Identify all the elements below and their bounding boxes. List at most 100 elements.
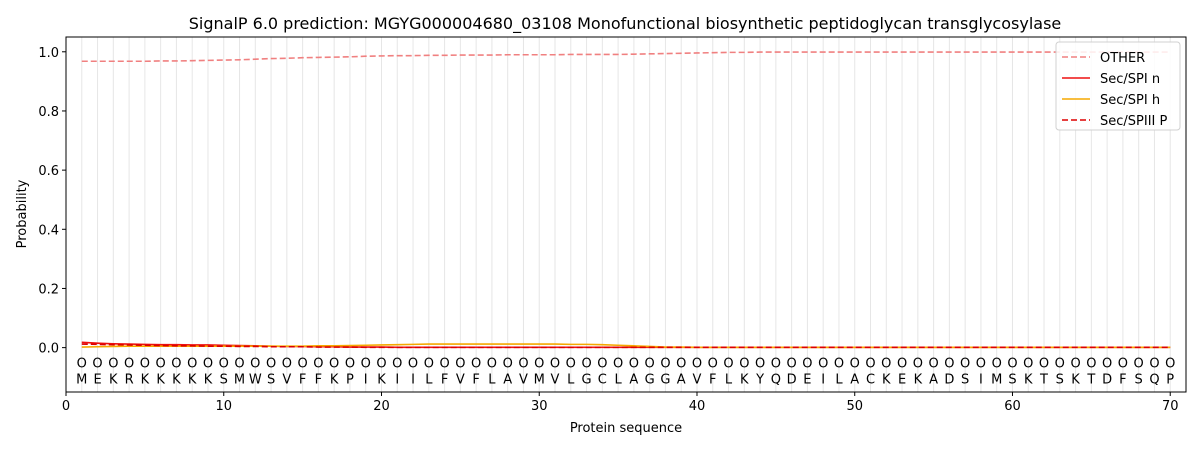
residue-marker: O [676, 356, 686, 371]
residue-marker: O [392, 356, 402, 371]
series-line [81, 343, 1171, 349]
residue-letter: E [803, 373, 811, 388]
residue-marker: O [802, 356, 812, 371]
residue-letter: A [629, 373, 638, 388]
residue-marker: O [439, 356, 449, 371]
residue-marker: O [313, 356, 323, 371]
y-tick-label: 0.4 [38, 223, 59, 238]
residue-marker: O [171, 356, 181, 371]
residue-letter: K [882, 373, 891, 388]
residue-marker: O [944, 356, 954, 371]
residue-letter: M [76, 373, 87, 388]
residue-letter: D [787, 373, 797, 388]
residue-letter: L [567, 373, 575, 388]
residue-letter: E [898, 373, 906, 388]
residue-marker: O [1007, 356, 1017, 371]
residue-letter: Q [1149, 373, 1159, 388]
residue-letter: R [125, 373, 134, 388]
residue-letter: L [835, 373, 843, 388]
x-tick-label: 50 [846, 399, 863, 414]
residue-marker: O [234, 356, 244, 371]
residue-letter: Y [755, 373, 764, 388]
residue-letter: F [441, 373, 448, 388]
residue-letter: D [1102, 373, 1112, 388]
residue-letter: I [395, 373, 399, 388]
x-tick-label: 20 [373, 399, 390, 414]
residue-letter: L [614, 373, 622, 388]
legend: OTHER Sec/SPI n Sec/SPI h Sec/SPIII P [1055, 41, 1181, 131]
y-tick-label: 0.6 [38, 164, 59, 179]
residue-marker: O [566, 356, 576, 371]
residue-letter: K [109, 373, 118, 388]
residue-grid [81, 37, 1171, 392]
residue-marker: O [455, 356, 465, 371]
residue-letter: V [282, 373, 291, 388]
residue-marker: O [1039, 356, 1049, 371]
residue-marker: O [1118, 356, 1128, 371]
residue-marker: O [424, 356, 434, 371]
residue-marker: O [503, 356, 513, 371]
x-tick-label: 30 [531, 399, 548, 414]
series-line [81, 51, 1171, 63]
residue-letter: V [693, 373, 702, 388]
residue-marker: O [771, 356, 781, 371]
legend-label: Sec/SPIII P [1100, 114, 1168, 129]
residue-marker: O [487, 356, 497, 371]
residue-marker: O [266, 356, 276, 371]
residue-marker: O [550, 356, 560, 371]
residue-letter: K [141, 373, 150, 388]
residue-letter: F [1119, 373, 1126, 388]
residue-marker: O [345, 356, 355, 371]
residue-marker: O [108, 356, 118, 371]
residue-letter: I [411, 373, 415, 388]
residue-letter: E [93, 373, 101, 388]
residue-letter: T [1086, 373, 1095, 388]
y-tick-label: 0.8 [38, 105, 59, 120]
residue-marker: O [1070, 356, 1080, 371]
residue-marker: O [960, 356, 970, 371]
residue-marker: O [219, 356, 229, 371]
residue-letter: K [188, 373, 197, 388]
residue-marker: O [850, 356, 860, 371]
residue-letter: F [315, 373, 322, 388]
residue-letter: K [914, 373, 923, 388]
residue-letter: K [1024, 373, 1033, 388]
residue-letter: M [991, 373, 1002, 388]
residue-letter: I [364, 373, 368, 388]
residue-marker: O [708, 356, 718, 371]
residue-letter: K [740, 373, 749, 388]
residue-letter: S [1056, 373, 1064, 388]
residue-letter: C [866, 373, 875, 388]
residue-letter: P [346, 373, 354, 388]
residue-letter: T [1039, 373, 1048, 388]
residue-letter: K [204, 373, 213, 388]
residue-letter: V [551, 373, 560, 388]
residue-marker: O [1086, 356, 1096, 371]
residue-marker: O [865, 356, 875, 371]
residue-marker: O [518, 356, 528, 371]
residue-marker: O [581, 356, 591, 371]
residue-markers: OMOEOKOROKOKOKOKOKOSOMOWOSOVOFOFOKOPOIOK… [76, 356, 1175, 387]
residue-marker: O [329, 356, 339, 371]
residue-marker: O [361, 356, 371, 371]
axes [65, 36, 1187, 393]
residue-marker: O [1165, 356, 1175, 371]
residue-letter: A [503, 373, 512, 388]
residue-marker: O [376, 356, 386, 371]
residue-marker: O [660, 356, 670, 371]
residue-marker: O [1023, 356, 1033, 371]
residue-letter: G [645, 373, 655, 388]
residue-marker: O [692, 356, 702, 371]
residue-letter: L [488, 373, 496, 388]
residue-marker: O [298, 356, 308, 371]
residue-letter: Q [771, 373, 781, 388]
residue-letter: F [709, 373, 716, 388]
x-axis-ticks: 0 10 20 30 40 50 60 70 [62, 392, 1178, 414]
residue-marker: O [1134, 356, 1144, 371]
residue-marker: O [1102, 356, 1112, 371]
residue-letter: A [677, 373, 686, 388]
residue-letter: K [1071, 373, 1080, 388]
residue-letter: V [456, 373, 465, 388]
residue-letter: K [156, 373, 165, 388]
